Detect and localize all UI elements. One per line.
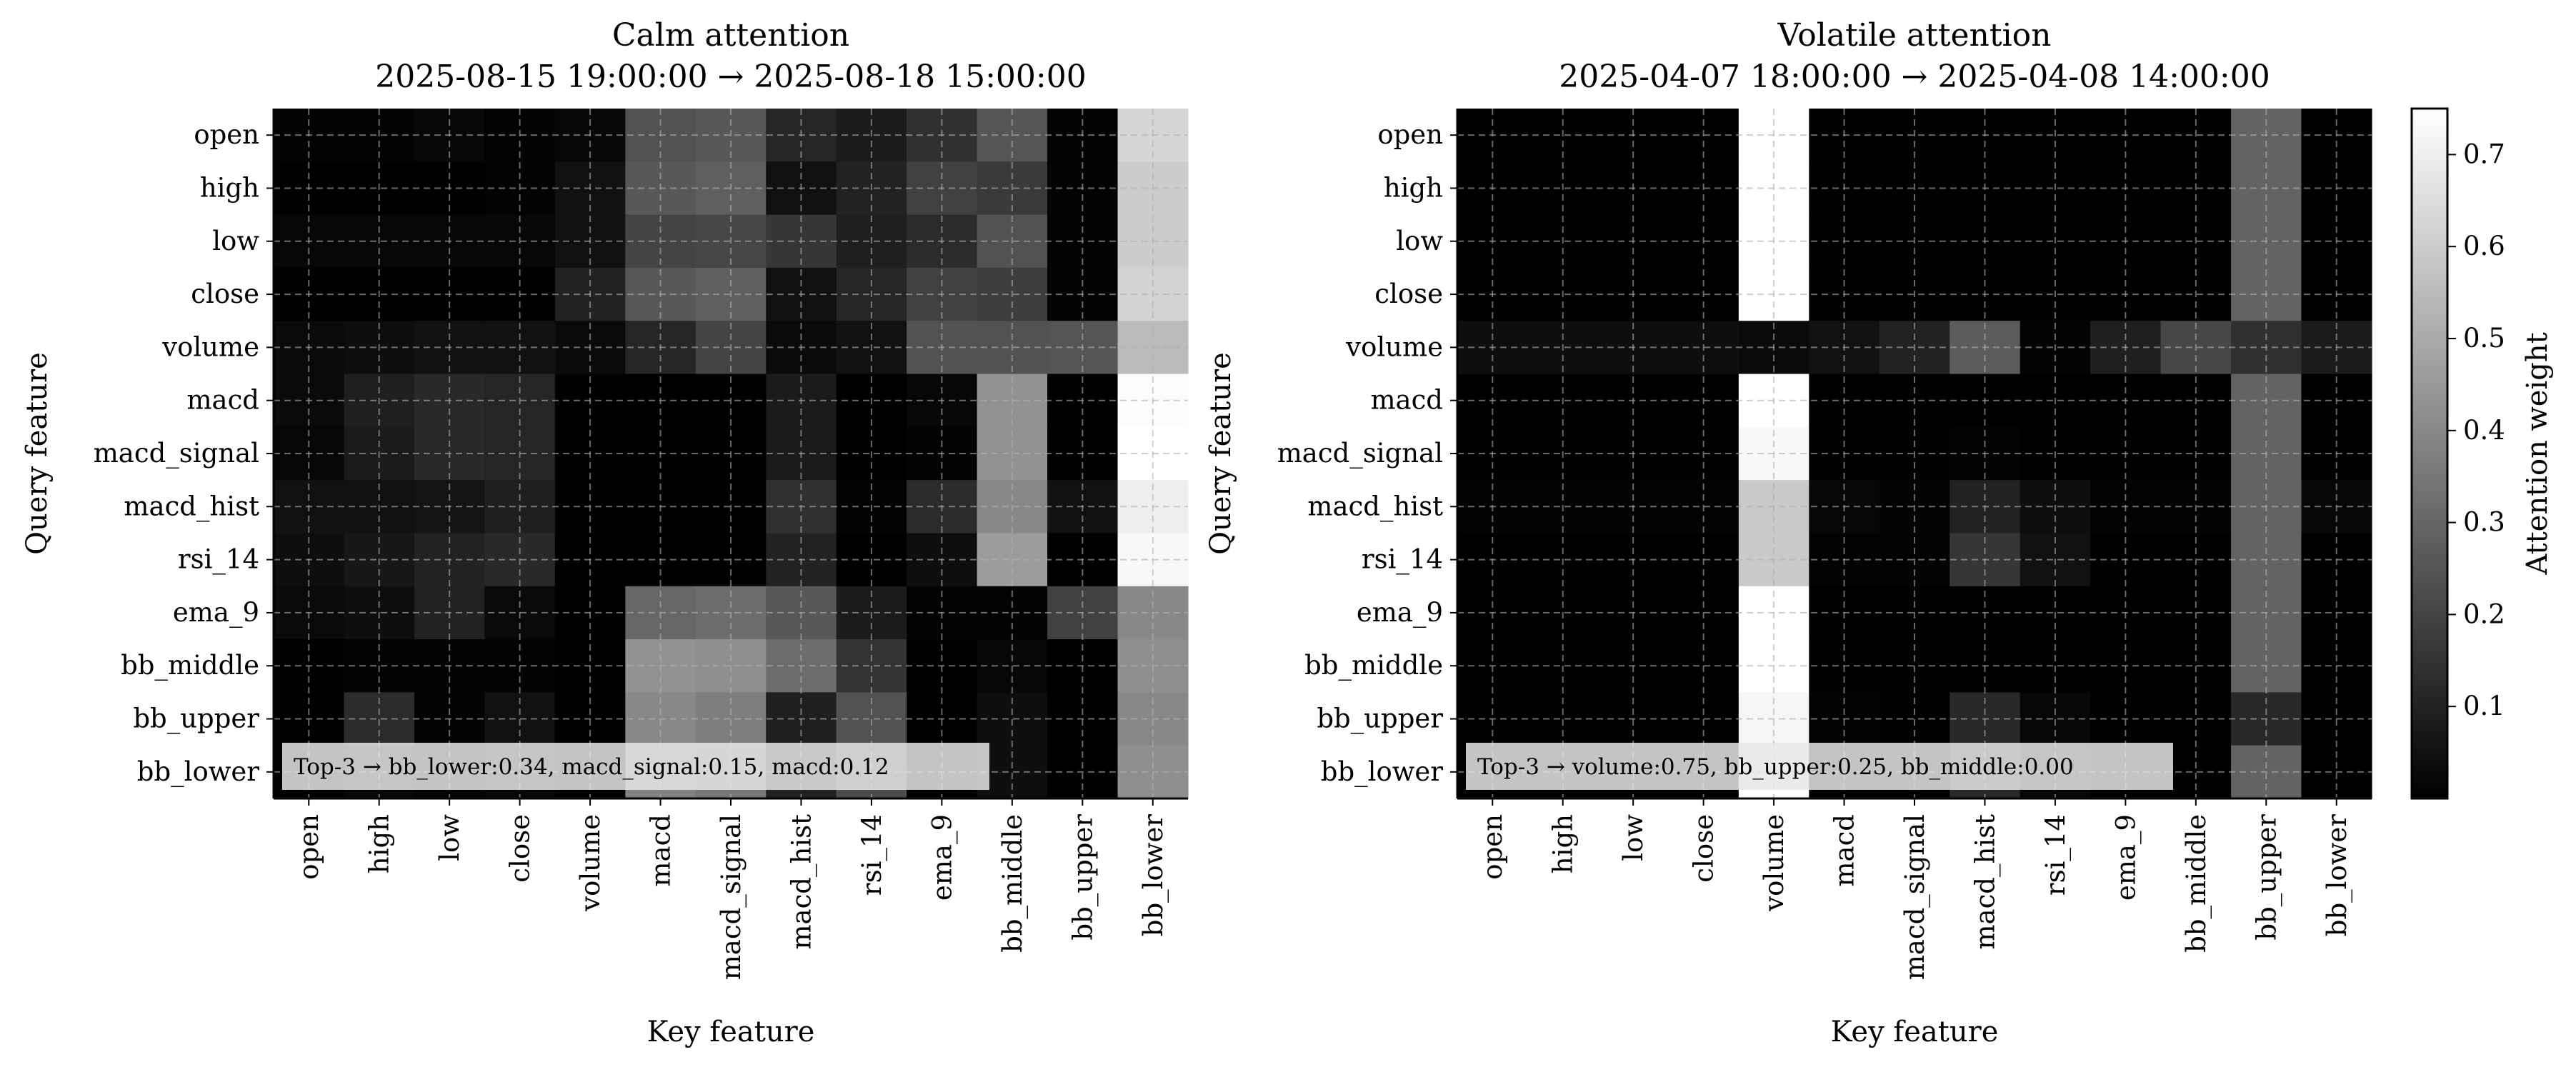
x-tick-label-high: high xyxy=(1548,814,1579,873)
colorbar-tick-label: 0.6 xyxy=(2463,231,2505,261)
x-tick-label-macd: macd xyxy=(646,814,677,887)
colorbar-tick-label: 0.2 xyxy=(2463,598,2505,629)
chart-subtitle: 2025-08-15 19:00:00 → 2025-08-18 15:00:0… xyxy=(375,59,1086,95)
x-tick-label-volume: volume xyxy=(575,814,606,912)
x-tick-label-bb_lower: bb_lower xyxy=(1138,814,1169,937)
chart-subtitle: 2025-04-07 18:00:00 → 2025-04-08 14:00:0… xyxy=(1559,59,2270,95)
y-tick-label-ema_9: ema_9 xyxy=(1357,597,1443,628)
top3-annotation: Top-3 → bb_lower:0.34, macd_signal:0.15,… xyxy=(282,743,989,790)
x-tick-label-open: open xyxy=(1477,814,1508,880)
y-tick-label-macd_hist: macd_hist xyxy=(124,491,259,522)
y-axis-label: Query feature xyxy=(21,352,54,555)
colorbar-tick-label: 0.4 xyxy=(2463,415,2505,446)
x-tick-label-rsi_14: rsi_14 xyxy=(2040,814,2072,896)
x-tick-label-low: low xyxy=(434,814,465,861)
x-axis-label: Key feature xyxy=(1831,1016,1999,1048)
colorbar-tick-label: 0.5 xyxy=(2463,323,2505,354)
annotation-text: Top-3 → volume:0.75, bb_upper:0.25, bb_m… xyxy=(1477,754,2074,780)
y-tick-label-volume: volume xyxy=(1345,331,1443,362)
colorbar-tick-label: 0.7 xyxy=(2463,139,2505,169)
top3-annotation: Top-3 → volume:0.75, bb_upper:0.25, bb_m… xyxy=(1466,743,2173,790)
x-tick-label-macd_signal: macd_signal xyxy=(716,814,747,980)
y-tick-label-close: close xyxy=(191,279,259,309)
x-tick-label-bb_middle: bb_middle xyxy=(997,814,1029,953)
y-tick-label-macd: macd xyxy=(1370,385,1443,416)
annotation-box xyxy=(282,743,989,790)
y-tick-label-bb_lower: bb_lower xyxy=(137,756,260,788)
y-tick-label-high: high xyxy=(1384,172,1443,203)
colorbar-label: Attention weight xyxy=(2521,332,2554,575)
y-tick-label-open: open xyxy=(194,119,259,150)
y-tick-label-open: open xyxy=(1377,119,1443,150)
y-tick-label-bb_middle: bb_middle xyxy=(121,650,259,681)
x-tick-label-volume: volume xyxy=(1759,814,1789,912)
x-tick-label-bb_lower: bb_lower xyxy=(2322,814,2353,937)
x-tick-label-macd_hist: macd_hist xyxy=(786,814,817,950)
x-tick-label-macd: macd xyxy=(1829,814,1860,887)
y-tick-label-macd: macd xyxy=(186,385,259,416)
y-tick-label-macd_signal: macd_signal xyxy=(1277,438,1443,469)
x-tick-label-high: high xyxy=(364,814,395,873)
y-tick-label-high: high xyxy=(200,172,259,203)
x-tick-label-rsi_14: rsi_14 xyxy=(857,814,888,896)
x-axis-label: Key feature xyxy=(647,1016,815,1048)
colorbar-gradient xyxy=(2410,107,2449,800)
x-tick-label-ema_9: ema_9 xyxy=(2110,814,2142,901)
y-axis-label: Query feature xyxy=(1204,352,1237,555)
heatmap-panel-2: openhighlowclosevolumemacdmacd_signalmac… xyxy=(1204,17,2372,1048)
x-tick-label-macd_hist: macd_hist xyxy=(1970,814,2001,950)
y-tick-label-macd_signal: macd_signal xyxy=(94,438,259,469)
x-tick-label-bb_upper: bb_upper xyxy=(2251,814,2282,941)
x-tick-label-close: close xyxy=(505,814,536,883)
y-tick-label-bb_lower: bb_lower xyxy=(1321,756,1444,788)
chart-title: Volatile attention xyxy=(1777,17,2052,54)
colorbar: 0.1 0.2 0.3 0.4 0.5 0.6 0.7 Attention weight xyxy=(2410,107,2554,800)
x-tick-label-bb_upper: bb_upper xyxy=(1067,814,1099,941)
colorbar-tick-label: 0.1 xyxy=(2463,691,2505,721)
y-tick-label-rsi_14: rsi_14 xyxy=(178,544,259,576)
x-tick-label-macd_signal: macd_signal xyxy=(1899,814,1931,980)
y-tick-label-low: low xyxy=(1396,226,1443,256)
chart-title: Calm attention xyxy=(612,17,849,54)
x-tick-label-close: close xyxy=(1689,814,1719,883)
y-tick-label-ema_9: ema_9 xyxy=(173,597,259,628)
x-tick-label-ema_9: ema_9 xyxy=(927,814,958,901)
y-tick-label-macd_hist: macd_hist xyxy=(1307,491,1443,522)
x-tick-label-open: open xyxy=(294,814,324,880)
colorbar-tick-label: 0.3 xyxy=(2463,507,2505,538)
y-tick-label-bb_upper: bb_upper xyxy=(1317,703,1443,735)
y-tick-label-rsi_14: rsi_14 xyxy=(1362,544,1443,576)
annotation-text: Top-3 → bb_lower:0.34, macd_signal:0.15,… xyxy=(294,754,889,780)
y-tick-label-close: close xyxy=(1374,279,1443,309)
y-tick-label-bb_upper: bb_upper xyxy=(133,703,259,735)
x-tick-label-bb_middle: bb_middle xyxy=(2181,814,2212,953)
y-tick-label-volume: volume xyxy=(161,331,259,362)
annotation-box xyxy=(1466,743,2173,790)
y-tick-label-low: low xyxy=(212,226,259,256)
y-tick-label-bb_middle: bb_middle xyxy=(1304,650,1443,681)
x-tick-label-low: low xyxy=(1618,814,1649,861)
heatmap-panel-1: openhighlowclosevolumemacdmacd_signalmac… xyxy=(21,17,1189,1048)
